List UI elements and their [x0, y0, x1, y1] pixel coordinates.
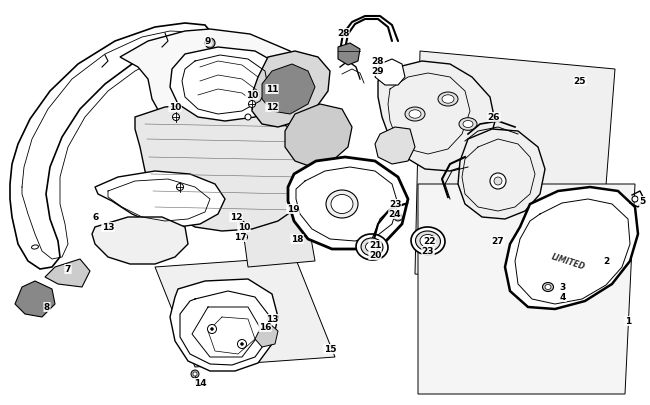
- Text: 7: 7: [65, 265, 72, 274]
- Circle shape: [193, 372, 197, 376]
- Polygon shape: [170, 279, 278, 371]
- Text: 6: 6: [93, 213, 99, 222]
- Ellipse shape: [463, 121, 473, 128]
- Text: 14: 14: [194, 379, 206, 388]
- Ellipse shape: [405, 108, 425, 122]
- Polygon shape: [338, 44, 360, 66]
- Polygon shape: [375, 60, 405, 86]
- Text: 18: 18: [291, 235, 304, 244]
- Polygon shape: [505, 188, 638, 309]
- Polygon shape: [415, 52, 615, 289]
- Circle shape: [494, 177, 502, 185]
- Polygon shape: [155, 257, 335, 367]
- Circle shape: [240, 234, 248, 241]
- Circle shape: [211, 328, 213, 331]
- Text: 9: 9: [205, 37, 211, 47]
- Polygon shape: [285, 105, 352, 168]
- Ellipse shape: [459, 118, 477, 131]
- Polygon shape: [418, 185, 635, 394]
- Text: 19: 19: [287, 205, 299, 214]
- Text: 28: 28: [372, 58, 384, 66]
- Text: 27: 27: [491, 237, 504, 246]
- Text: 8: 8: [44, 303, 50, 312]
- Circle shape: [240, 343, 244, 345]
- Polygon shape: [378, 62, 495, 172]
- Ellipse shape: [438, 93, 458, 107]
- Ellipse shape: [365, 242, 378, 252]
- Polygon shape: [170, 48, 285, 122]
- Ellipse shape: [442, 96, 454, 104]
- Circle shape: [237, 340, 246, 349]
- Text: LIMITED: LIMITED: [550, 252, 586, 271]
- Circle shape: [207, 325, 216, 334]
- Polygon shape: [458, 130, 545, 220]
- Text: 1: 1: [625, 317, 631, 326]
- Polygon shape: [15, 281, 55, 317]
- Polygon shape: [120, 30, 318, 155]
- Text: 28: 28: [337, 30, 349, 38]
- Circle shape: [245, 115, 251, 121]
- Ellipse shape: [331, 195, 353, 214]
- Ellipse shape: [356, 234, 388, 260]
- Polygon shape: [95, 172, 225, 228]
- Polygon shape: [135, 105, 312, 231]
- Polygon shape: [240, 205, 315, 267]
- Text: 12: 12: [229, 213, 242, 222]
- Text: 21: 21: [369, 241, 382, 250]
- Text: 5: 5: [639, 197, 645, 206]
- Ellipse shape: [543, 283, 554, 292]
- Text: 17: 17: [234, 233, 246, 242]
- Text: 13: 13: [266, 315, 278, 324]
- Circle shape: [239, 222, 245, 228]
- Circle shape: [172, 114, 179, 121]
- Text: 15: 15: [324, 345, 336, 354]
- Circle shape: [248, 101, 255, 108]
- Ellipse shape: [409, 111, 421, 119]
- Text: 11: 11: [266, 85, 278, 94]
- Circle shape: [205, 39, 215, 49]
- Text: 4: 4: [560, 293, 566, 302]
- Ellipse shape: [326, 190, 358, 218]
- Text: 26: 26: [488, 113, 500, 122]
- Text: 23: 23: [389, 200, 401, 209]
- Text: 10: 10: [246, 91, 258, 100]
- Text: 29: 29: [372, 67, 384, 76]
- Polygon shape: [262, 65, 315, 115]
- Polygon shape: [252, 52, 330, 128]
- Ellipse shape: [361, 239, 383, 256]
- Ellipse shape: [411, 228, 445, 256]
- Text: 22: 22: [424, 237, 436, 246]
- Polygon shape: [288, 158, 408, 249]
- Text: 23: 23: [422, 247, 434, 256]
- Text: 20: 20: [369, 251, 381, 260]
- Text: 24: 24: [389, 210, 401, 219]
- Circle shape: [177, 184, 183, 191]
- Ellipse shape: [415, 231, 441, 252]
- Text: 10: 10: [169, 103, 181, 112]
- Polygon shape: [92, 217, 188, 264]
- Circle shape: [396, 216, 400, 219]
- Circle shape: [632, 196, 638, 202]
- Circle shape: [191, 370, 199, 378]
- Text: 25: 25: [574, 77, 586, 86]
- Circle shape: [490, 174, 506, 190]
- Text: 2: 2: [603, 257, 609, 266]
- Text: 16: 16: [259, 323, 271, 332]
- Ellipse shape: [420, 235, 436, 248]
- Ellipse shape: [545, 285, 551, 290]
- Text: 13: 13: [102, 223, 114, 232]
- Text: 10: 10: [238, 223, 250, 232]
- Text: 3: 3: [560, 283, 566, 292]
- Text: 12: 12: [266, 103, 278, 112]
- Polygon shape: [10, 24, 210, 269]
- Polygon shape: [45, 259, 90, 287]
- Polygon shape: [375, 128, 415, 164]
- Polygon shape: [255, 324, 278, 347]
- Circle shape: [394, 213, 402, 222]
